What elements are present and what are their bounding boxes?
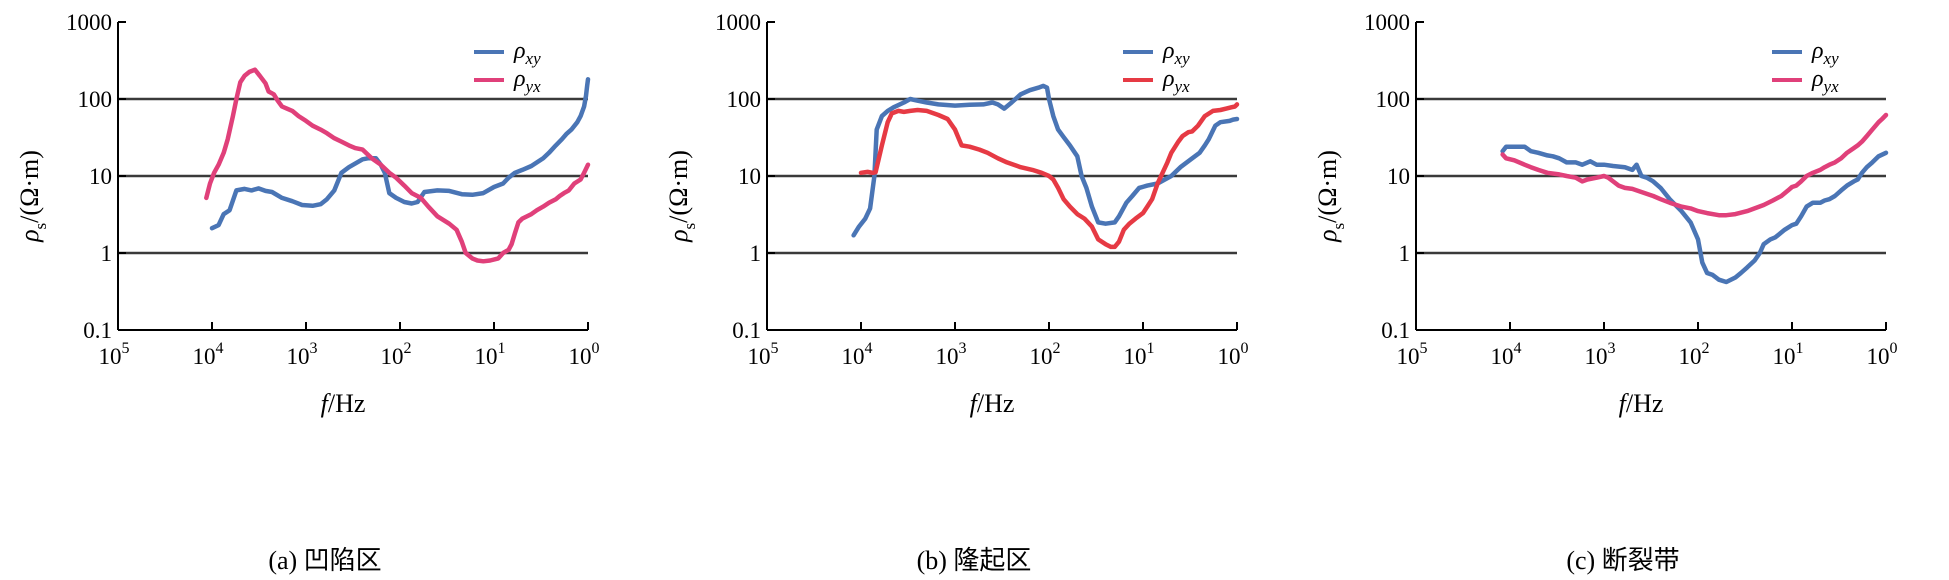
series-line-yx xyxy=(204,67,591,264)
y-tick-label-1: 100 xyxy=(78,87,113,112)
x-tick-label-3: 102 xyxy=(381,340,412,369)
chart-b-caption: (b) 隆起区 xyxy=(916,546,1032,575)
x-tick-label-3: 102 xyxy=(1679,340,1710,369)
x-axis-label: f/Hz xyxy=(321,389,366,418)
y-axis-label: ρs/(Ω·m) xyxy=(15,150,50,243)
x-tick-label-0: 105 xyxy=(1397,340,1428,369)
x-tick-label-0: 105 xyxy=(748,340,779,369)
y-tick-label-1: 100 xyxy=(1376,87,1411,112)
series-line-yx xyxy=(1500,112,1889,218)
x-axis-label: f/Hz xyxy=(1619,389,1664,418)
series-line-xy xyxy=(1500,144,1889,285)
y-tick-label-2: 10 xyxy=(89,164,112,189)
chart-c-caption: (c) 断裂带 xyxy=(1566,546,1680,575)
x-axis-label: f/Hz xyxy=(970,389,1015,418)
legend-label-xy: ρxy xyxy=(1162,38,1190,68)
chart-panel-a: 1000 100 10 1 0.1 105 104 103 102 101 100 f/Hz ρs/(Ω… xyxy=(0,0,650,580)
x-tick-label-2: 103 xyxy=(287,340,318,369)
y-tick-label-2: 10 xyxy=(738,164,761,189)
x-tick-label-3: 102 xyxy=(1030,340,1061,369)
chart-panel-b: 1000 100 10 1 0.1 105 104 103 102 101 100 f/Hz ρs/(Ω… xyxy=(649,0,1299,580)
y-tick-label-4: 0.1 xyxy=(732,318,761,343)
chart-panel-c: 1000 100 10 1 0.1 105 104 103 102 101 100 f/Hz ρs/(Ω… xyxy=(1298,0,1948,580)
legend-label-yx: ρyx xyxy=(1162,66,1190,96)
series-line-xy xyxy=(209,77,591,231)
chart-a-caption: (a) 凹陷区 xyxy=(268,546,382,575)
y-tick-label-3: 1 xyxy=(1399,241,1411,266)
x-tick-label-5: 100 xyxy=(569,340,600,369)
x-tick-label-1: 104 xyxy=(1491,340,1522,369)
x-tick-label-2: 103 xyxy=(936,340,967,369)
series-line-yx xyxy=(858,102,1240,250)
legend-label-xy: ρxy xyxy=(1811,38,1839,68)
x-tick-label-1: 104 xyxy=(842,340,873,369)
y-tick-label-3: 1 xyxy=(101,241,113,266)
x-tick-label-5: 100 xyxy=(1867,340,1898,369)
x-tick-label-4: 101 xyxy=(1124,340,1155,369)
legend-label-yx: ρyx xyxy=(513,66,541,96)
y-tick-label-2: 10 xyxy=(1387,164,1410,189)
y-tick-label-3: 1 xyxy=(750,241,762,266)
y-tick-label-0: 1000 xyxy=(715,10,761,35)
legend-label-xy: ρxy xyxy=(513,38,541,68)
x-tick-label-1: 104 xyxy=(193,340,224,369)
x-tick-label-5: 100 xyxy=(1218,340,1249,369)
y-tick-label-4: 0.1 xyxy=(1381,318,1410,343)
x-tick-label-4: 101 xyxy=(1773,340,1804,369)
y-tick-label-1: 100 xyxy=(727,87,762,112)
series-line-xy xyxy=(851,83,1240,238)
legend-label-yx: ρyx xyxy=(1811,66,1839,96)
x-tick-label-0: 105 xyxy=(99,340,130,369)
x-tick-label-4: 101 xyxy=(475,340,506,369)
y-axis-label: ρs/(Ω·m) xyxy=(664,150,699,243)
y-tick-label-0: 1000 xyxy=(1364,10,1410,35)
x-tick-label-2: 103 xyxy=(1585,340,1616,369)
y-tick-label-0: 1000 xyxy=(66,10,112,35)
y-axis-label: ρs/(Ω·m) xyxy=(1313,150,1348,243)
y-tick-label-4: 0.1 xyxy=(83,318,112,343)
